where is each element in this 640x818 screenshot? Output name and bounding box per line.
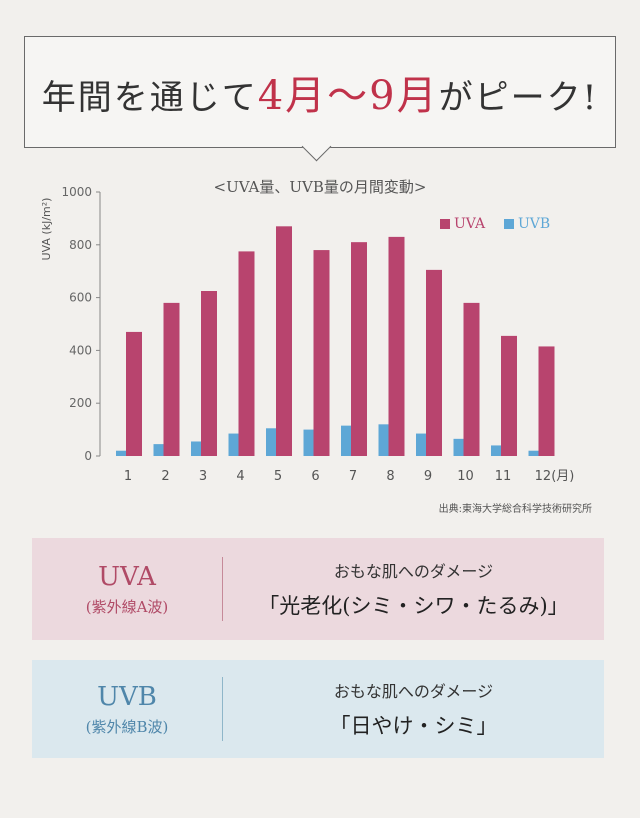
uvb-bar: [116, 450, 130, 456]
uva-bar: [538, 346, 555, 456]
y-tick-label: 400: [69, 343, 92, 357]
headline-accent: 4月〜9月: [257, 73, 439, 119]
uvb-subtitle: (紫外線B波): [85, 717, 169, 736]
x-tick-label: 7: [349, 469, 357, 484]
uva-bar: [351, 242, 367, 456]
legend-uvb-label: UVB: [518, 216, 550, 232]
uva-bar: [313, 250, 330, 456]
uva-bar: [201, 291, 217, 456]
uvb-divider: [222, 677, 223, 741]
uva-bar: [501, 335, 517, 456]
headline-part1: 年間を通じて: [41, 78, 258, 118]
uva-bar: [426, 269, 442, 456]
uva-bar: [126, 331, 142, 456]
x-tick-label: 9: [424, 469, 432, 484]
uvb-bar: [528, 450, 543, 456]
uva-info-box: UVA (紫外線A波) おもな肌へのダメージ 「光老化(シミ・シワ・たるみ)」: [32, 538, 604, 640]
x-tick-label: 5: [274, 469, 282, 484]
uva-damage-label: おもな肌へのダメージ: [333, 562, 494, 581]
y-tick-label: 0: [84, 449, 92, 463]
x-tick-label: 3: [199, 469, 207, 484]
uva-bar: [238, 251, 255, 456]
y-axis-label: UVA (kJ/m²): [40, 198, 53, 261]
headline: 年間を通じて4月〜9月がピーク!: [42, 63, 599, 121]
uva-bar: [163, 302, 180, 456]
uva-bar: [463, 302, 480, 456]
x-tick-label: 11: [495, 469, 512, 484]
uva-label-block: UVA (紫外線A波): [32, 562, 222, 617]
uva-name: UVA: [98, 561, 156, 592]
uva-divider: [222, 557, 223, 621]
uvb-label-block: UVB (紫外線B波): [32, 682, 222, 737]
uva-bar: [276, 226, 292, 456]
uvb-bar: [153, 444, 168, 456]
uvb-name: UVB: [97, 681, 157, 712]
uvb-damage-value: 「日やけ・シミ」: [329, 714, 498, 738]
uvb-damage-block: おもな肌へのダメージ 「日やけ・シミ」: [223, 678, 604, 740]
uvb-damage-label: おもな肌へのダメージ: [333, 682, 494, 701]
uva-damage-value: 「光老化(シミ・シワ・たるみ)」: [258, 594, 569, 618]
chart-title: <UVA量、UVB量の月間変動>: [213, 178, 427, 196]
uvb-bar: [491, 445, 505, 456]
x-tick-label: 1: [124, 469, 132, 484]
legend-uvb-swatch: [504, 219, 514, 229]
x-tick-label: 12(月): [535, 469, 575, 484]
x-tick-label: 4: [236, 469, 244, 484]
uv-chart: 0 200 400 600 800 1000 UVA (kJ/m²) 1 2 3 4 5 6 7 8 9 10 1…: [40, 185, 575, 484]
x-tick-label: 10: [457, 469, 474, 484]
x-tick-label: 8: [386, 469, 394, 484]
x-tick-label: 6: [311, 469, 319, 484]
legend-uva-swatch: [440, 219, 450, 229]
uva-damage-block: おもな肌へのダメージ 「光老化(シミ・シワ・たるみ)」: [223, 558, 604, 620]
y-tick-label: 600: [69, 291, 92, 305]
y-tick-label: 1000: [61, 185, 92, 199]
x-tick-label: 2: [161, 469, 169, 484]
uvb-info-box: UVB (紫外線B波) おもな肌へのダメージ 「日やけ・シミ」: [32, 660, 604, 758]
headline-banner: 年間を通じて4月〜9月がピーク!: [24, 36, 616, 148]
y-tick-label: 200: [69, 396, 92, 410]
legend-uva-label: UVA: [454, 216, 486, 232]
chart-source: 出典:東海大学総合科学技術研究所: [438, 504, 592, 515]
uva-bar: [388, 236, 405, 456]
y-tick-label: 800: [69, 238, 92, 252]
headline-part2: がピーク!: [438, 78, 599, 118]
uva-subtitle: (紫外線A波): [85, 597, 169, 616]
